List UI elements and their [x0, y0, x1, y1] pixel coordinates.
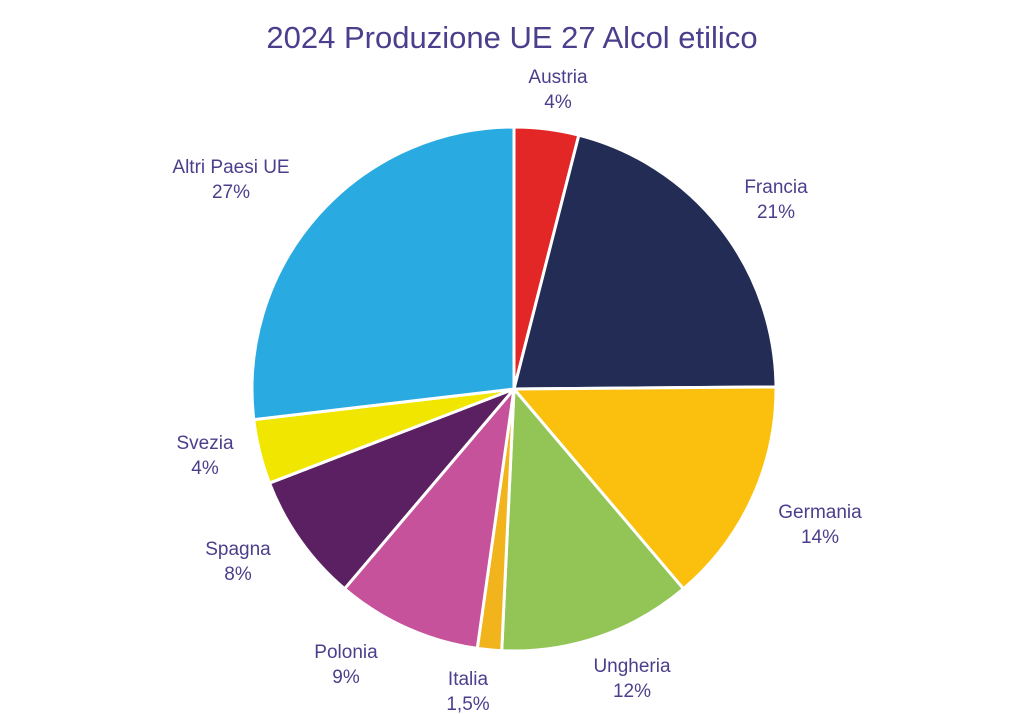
pie-slice-germania [512, 385, 778, 591]
slice-label-altri-paesi-ue: Altri Paesi UE [172, 157, 289, 178]
slice-value-italia: 1,5% [446, 694, 489, 714]
slice-label-spagna: Spagna [205, 539, 271, 560]
slice-value-svezia: 4% [191, 458, 219, 479]
slice-label-austria: Austria [528, 67, 588, 88]
slice-value-ungheria: 12% [613, 681, 651, 702]
pie-slice-francia [512, 133, 778, 391]
pie-slices [250, 125, 778, 653]
chart-title: 2024 Produzione UE 27 Alcol etilico [266, 20, 757, 55]
pie-labels: Austria 4% Francia 21% Germania 14% Ungheria 12… [172, 67, 862, 714]
pie-slice-spagna [267, 387, 516, 591]
slice-value-austria: 4% [544, 92, 572, 113]
slice-value-germania: 14% [801, 527, 839, 548]
slice-label-svezia: Svezia [176, 433, 233, 454]
slice-value-polonia: 9% [332, 667, 360, 688]
slice-label-germania: Germania [778, 502, 862, 523]
pie-slice-altri-paesi-ue [250, 125, 516, 422]
pie-slice-ungheria [500, 387, 685, 653]
slice-label-polonia: Polonia [314, 642, 378, 663]
slice-label-italia: Italia [448, 669, 489, 690]
slice-label-ungheria: Ungheria [593, 656, 671, 677]
slice-value-altri-paesi-ue: 27% [212, 182, 250, 203]
slice-label-francia: Francia [744, 177, 808, 198]
pie-slice-polonia [343, 387, 516, 650]
slice-value-francia: 21% [757, 202, 795, 223]
slice-value-spagna: 8% [224, 564, 252, 585]
